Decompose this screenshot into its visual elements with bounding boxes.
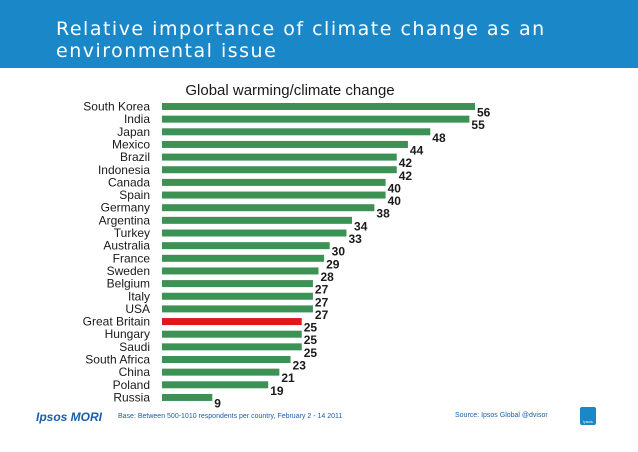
value-label-south-africa: 23 <box>293 359 307 373</box>
category-label-belgium: Belgium <box>107 277 150 291</box>
category-label-sweden: Sweden <box>107 264 150 278</box>
category-label-south-korea: South Korea <box>83 100 150 114</box>
value-label-italy: 27 <box>315 295 329 309</box>
bar-saudi <box>162 343 302 351</box>
value-label-great-britain: 25 <box>304 321 318 335</box>
value-label-saudi: 25 <box>304 346 318 360</box>
category-label-usa: USA <box>125 302 150 316</box>
value-label-canada: 40 <box>388 181 402 195</box>
bar-hungary <box>162 330 302 338</box>
category-label-south-africa: South Africa <box>85 353 150 367</box>
bar-germany <box>162 204 375 212</box>
value-label-indonesia: 42 <box>399 169 413 183</box>
category-label-great-britain: Great Britain <box>83 315 150 329</box>
category-label-poland: Poland <box>113 378 150 392</box>
value-label-belgium: 27 <box>315 283 329 297</box>
base-footnote: Base: Between 500-1010 respondents per c… <box>118 413 343 420</box>
category-label-japan: Japan <box>117 125 150 139</box>
bar-spain <box>162 191 386 199</box>
value-label-spain: 40 <box>388 194 402 208</box>
value-label-russia: 9 <box>214 396 221 410</box>
bar-indonesia <box>162 166 397 174</box>
category-label-canada: Canada <box>108 175 150 189</box>
value-label-usa: 27 <box>315 308 329 322</box>
bar-india <box>162 115 470 123</box>
value-label-france: 29 <box>326 257 340 271</box>
title-banner: Relative importance of climate change as… <box>0 0 638 68</box>
ipsos-badge-icon: Ipsos <box>580 407 596 425</box>
category-label-brazil: Brazil <box>120 150 150 164</box>
bar-great-britain <box>162 318 302 326</box>
category-label-russia: Russia <box>113 390 150 404</box>
value-label-brazil: 42 <box>399 156 413 170</box>
chart-title: Global warming/climate change <box>185 82 394 99</box>
value-label-australia: 30 <box>332 245 346 259</box>
bar-canada <box>162 178 386 186</box>
bar-belgium <box>162 280 313 288</box>
bar-usa <box>162 305 313 313</box>
category-label-france: France <box>113 251 151 265</box>
bar-italy <box>162 292 313 300</box>
value-label-china: 21 <box>281 371 295 385</box>
bars-layer: South Korea 56 India 55 Japan 48 Mexico 44 Brazi… <box>83 100 491 411</box>
bar-brazil <box>162 153 397 161</box>
bar-china <box>162 368 280 376</box>
value-label-japan: 48 <box>432 131 446 145</box>
category-label-indonesia: Indonesia <box>98 163 150 177</box>
bar-turkey <box>162 229 347 237</box>
value-label-turkey: 33 <box>348 232 362 246</box>
category-label-saudi: Saudi <box>119 340 150 354</box>
bar-australia <box>162 242 330 250</box>
value-label-south-korea: 56 <box>477 106 491 120</box>
category-label-hungary: Hungary <box>105 327 150 341</box>
value-label-sweden: 28 <box>321 270 335 284</box>
value-label-argentina: 34 <box>354 219 368 233</box>
value-label-mexico: 44 <box>410 143 424 157</box>
category-label-australia: Australia <box>103 239 150 253</box>
bar-poland <box>162 381 269 389</box>
category-label-spain: Spain <box>119 188 150 202</box>
ipsos-mori-logo: Ipsos MORI <box>36 410 103 424</box>
bar-argentina <box>162 216 353 224</box>
category-label-argentina: Argentina <box>99 213 151 227</box>
category-label-italy: Italy <box>128 289 150 303</box>
value-label-india: 55 <box>471 118 485 132</box>
value-label-hungary: 25 <box>304 333 318 347</box>
category-label-mexico: Mexico <box>112 137 150 151</box>
bar-france <box>162 254 325 262</box>
value-label-poland: 19 <box>270 384 284 398</box>
category-label-turkey: Turkey <box>114 226 150 240</box>
value-label-germany: 38 <box>376 207 390 221</box>
bar-russia <box>162 393 213 401</box>
bar-mexico <box>162 140 408 148</box>
category-label-germany: Germany <box>101 201 150 215</box>
category-label-china: China <box>119 365 151 379</box>
category-label-india: India <box>124 112 150 126</box>
source-note: Source: Ipsos Global @dvisor <box>455 412 548 419</box>
bar-japan <box>162 128 431 136</box>
bar-sweden <box>162 267 319 275</box>
page-title: Relative importance of climate change as… <box>56 18 546 62</box>
bar-south-korea <box>162 103 475 110</box>
ipsos-badge-text: Ipsos <box>583 419 593 424</box>
bar-south-africa <box>162 356 291 363</box>
